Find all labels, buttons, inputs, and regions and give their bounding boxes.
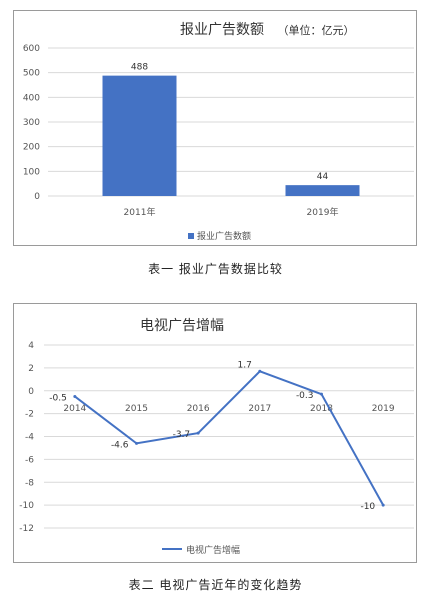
line-category-label: 2018 (310, 404, 333, 414)
line-chart: 电视广告增幅 4 2 0 -2 -4 -6 -8 -10 -12 2014 2015 2016 201… (19, 318, 414, 556)
line-ytick-label: -8 (25, 478, 34, 488)
bar-chart-title: 报业广告数额 (180, 22, 264, 38)
bar-ytick-label: 100 (23, 167, 40, 177)
bar (102, 75, 177, 196)
line-category-label: 2017 (248, 404, 271, 414)
line-ytick-label: -4 (25, 433, 34, 443)
bar-ytick-label: 300 (23, 118, 40, 128)
line-data-label: 1.7 (238, 360, 252, 370)
line-category-label: 2019 (372, 404, 395, 414)
line-data-label: -10 (360, 502, 375, 512)
line-point (135, 441, 138, 445)
line-category-label: 2014 (63, 404, 86, 414)
line-point (320, 392, 323, 396)
bar-ytick-label: 200 (23, 143, 40, 153)
line-ytick-label: -2 (25, 410, 34, 420)
bar-category-label: 2019年 (307, 206, 339, 218)
bar-chart: 报业广告数额 （单位：亿元） 0 100 200 300 400 500 600 488 44… (23, 22, 414, 242)
line-chart-caption: 表二 电视广告近年的变化趋势 (128, 578, 303, 592)
bar-chart-frame (13, 10, 417, 246)
bar-ytick-label: 600 (23, 44, 40, 54)
line-category-label: 2015 (125, 404, 148, 414)
bar-ytick-label: 500 (23, 69, 40, 79)
line-ytick-label: -6 (25, 455, 34, 465)
line-data-label: -4.6 (111, 440, 129, 450)
bar-chart-caption: 表一 报业广告数据比较 (148, 262, 283, 276)
bar-legend-swatch (188, 233, 194, 239)
line-ytick-label: 4 (28, 341, 34, 351)
bar-chart-subtitle: （单位：亿元） (278, 23, 355, 37)
line-data-label: -3.7 (173, 430, 191, 440)
line-point (258, 369, 262, 373)
bar-data-label: 44 (317, 172, 329, 182)
line-ytick-label: -10 (19, 501, 34, 511)
line-point (196, 431, 200, 435)
line-series-path (74, 370, 385, 506)
bar-category-label: 2011年 (124, 206, 156, 218)
line-ytick-label: -12 (19, 524, 34, 534)
line-data-label: -0.5 (49, 393, 67, 403)
bar-ytick-label: 0 (34, 192, 40, 202)
line-data-label: -0.3 (296, 391, 314, 401)
line-chart-title: 电视广告增幅 (140, 318, 224, 334)
line-category-label: 2016 (187, 404, 210, 414)
bar-data-label: 488 (131, 63, 148, 73)
line-ytick-label: 2 (28, 364, 34, 374)
line-chart-frame (13, 303, 417, 563)
bar (285, 185, 360, 196)
line-point (381, 503, 385, 507)
line-legend-label: 电视广告增幅 (186, 544, 240, 556)
line-point (73, 394, 77, 398)
bar-legend-label: 报业广告数额 (197, 230, 251, 242)
bar-ytick-label: 400 (23, 93, 40, 103)
line-ytick-label: 0 (28, 387, 34, 397)
